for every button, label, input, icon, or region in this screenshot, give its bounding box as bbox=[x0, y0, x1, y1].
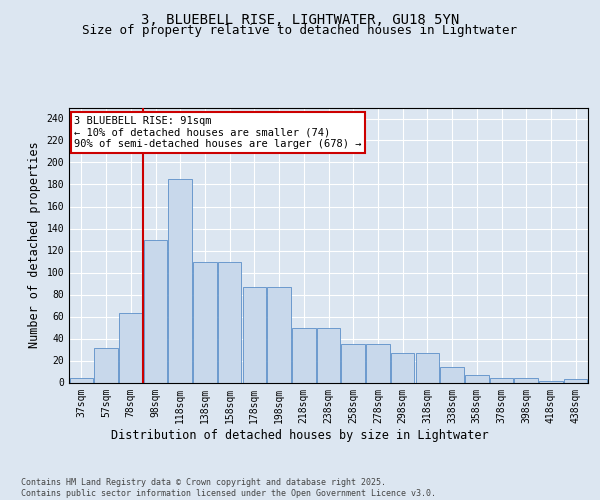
Bar bbox=[564, 379, 587, 382]
Text: 3 BLUEBELL RISE: 91sqm
← 10% of detached houses are smaller (74)
90% of semi-det: 3 BLUEBELL RISE: 91sqm ← 10% of detached… bbox=[74, 116, 362, 149]
Y-axis label: Number of detached properties: Number of detached properties bbox=[28, 142, 41, 348]
Bar bbox=[268, 287, 291, 382]
Bar bbox=[341, 344, 365, 383]
Bar bbox=[514, 378, 538, 382]
Bar bbox=[119, 313, 143, 382]
Bar bbox=[242, 287, 266, 382]
Bar bbox=[465, 375, 488, 382]
Bar bbox=[490, 378, 513, 382]
Bar bbox=[70, 378, 93, 382]
Bar bbox=[416, 353, 439, 382]
Bar bbox=[169, 179, 192, 382]
Text: Size of property relative to detached houses in Lightwater: Size of property relative to detached ho… bbox=[83, 24, 517, 37]
Bar bbox=[440, 367, 464, 382]
Bar bbox=[218, 262, 241, 382]
Text: Distribution of detached houses by size in Lightwater: Distribution of detached houses by size … bbox=[111, 428, 489, 442]
Bar bbox=[292, 328, 316, 382]
Text: 3, BLUEBELL RISE, LIGHTWATER, GU18 5YN: 3, BLUEBELL RISE, LIGHTWATER, GU18 5YN bbox=[141, 12, 459, 26]
Bar bbox=[94, 348, 118, 382]
Bar bbox=[317, 328, 340, 382]
Text: Contains HM Land Registry data © Crown copyright and database right 2025.
Contai: Contains HM Land Registry data © Crown c… bbox=[21, 478, 436, 498]
Bar bbox=[144, 240, 167, 382]
Bar bbox=[366, 344, 389, 383]
Bar bbox=[193, 262, 217, 382]
Bar bbox=[391, 353, 415, 382]
